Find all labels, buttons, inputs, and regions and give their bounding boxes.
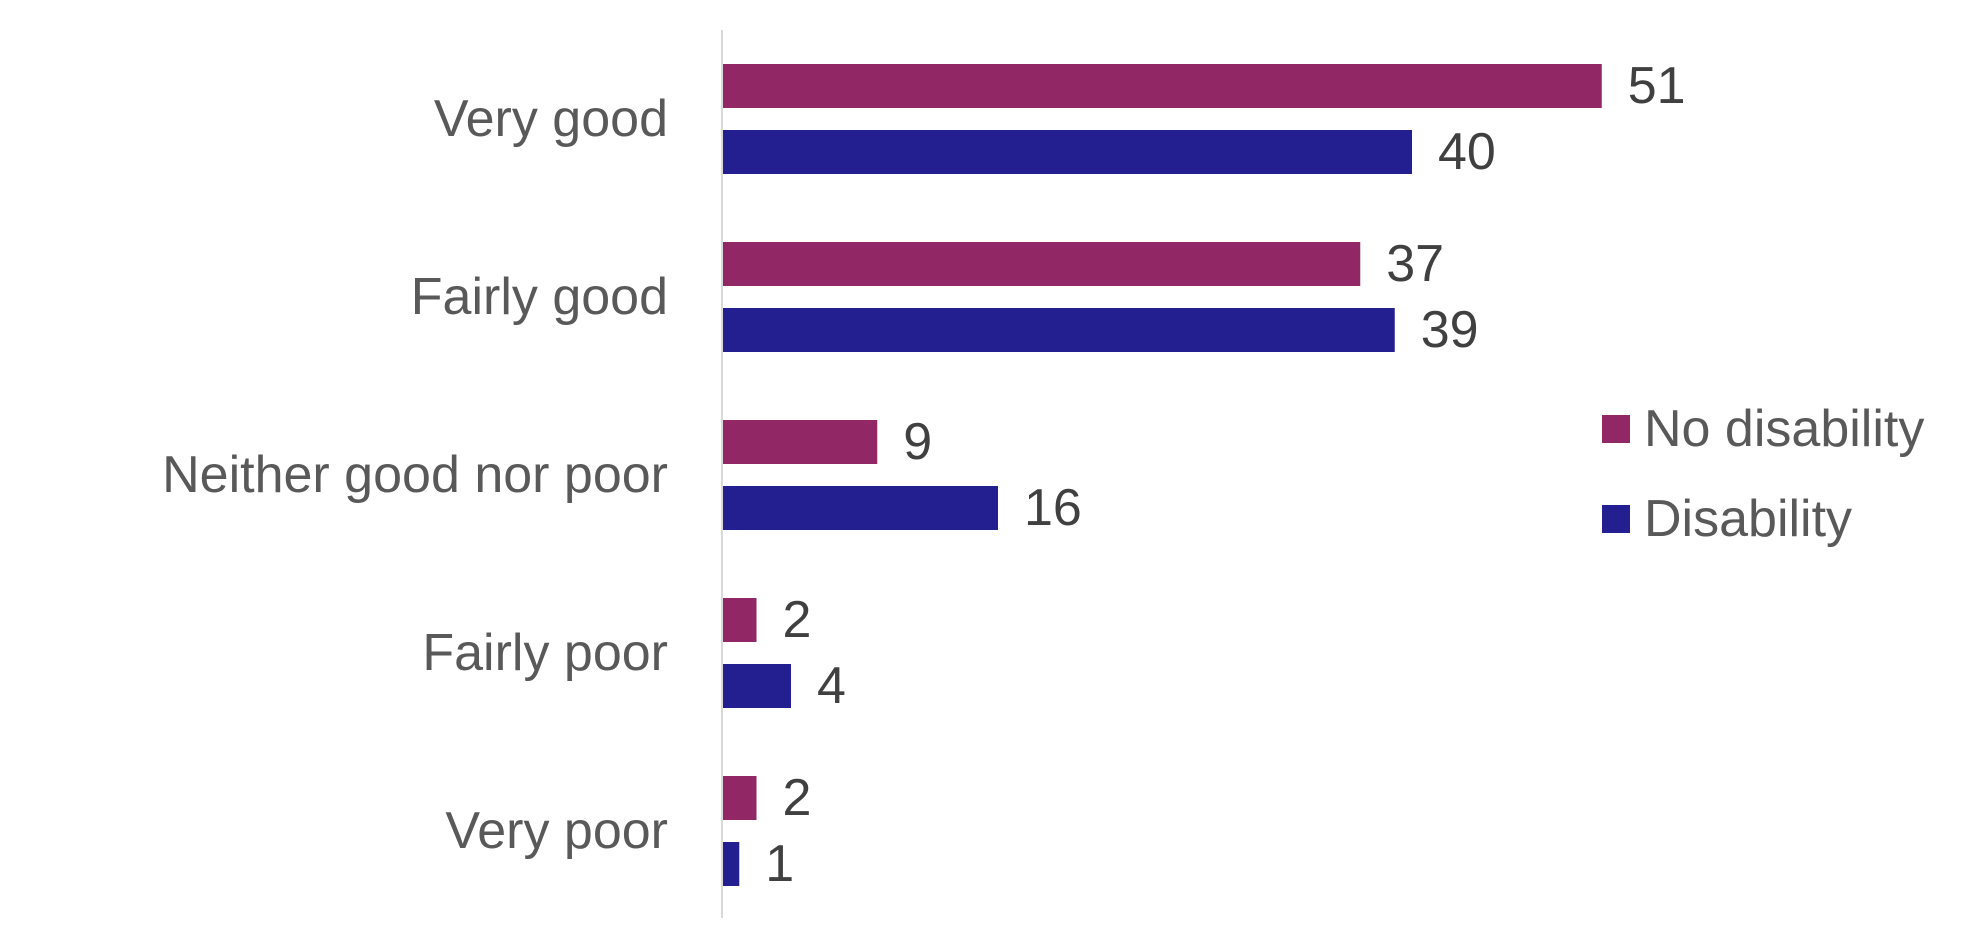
bar-disability-very-good <box>722 130 1412 174</box>
value-label-no-disability-very-poor: 2 <box>783 769 812 827</box>
value-label-disability-very-poor: 1 <box>765 835 794 893</box>
value-label-disability-fairly-poor: 4 <box>817 657 846 715</box>
value-label-disability-very-good: 40 <box>1438 123 1496 181</box>
value-label-no-disability-neither-good-nor-poor: 9 <box>903 413 932 471</box>
bar-no-disability-very-good <box>722 64 1602 108</box>
legend-item-disability: Disability <box>1602 490 1852 548</box>
bar-no-disability-very-poor <box>722 776 757 820</box>
value-labels: 51 40 37 39 9 16 242 1 <box>765 57 1685 893</box>
bar-disability-fairly-good <box>722 308 1395 352</box>
bar-disability-very-poor <box>722 842 740 886</box>
value-label-no-disability-very-good: 51 <box>1628 57 1686 115</box>
category-label-very-poor: Very poor <box>445 802 668 860</box>
category-label-fairly-good: Fairly good <box>411 268 668 326</box>
value-label-disability-neither-good-nor-poor: 16 <box>1024 479 1082 537</box>
bar-no-disability-neither-good-nor-poor <box>722 420 878 464</box>
legend-label-disability: Disability <box>1644 490 1852 548</box>
legend-label-no-disability: No disability <box>1644 400 1924 458</box>
bar-no-disability-fairly-good <box>722 242 1361 286</box>
category-label-very-good: Very good <box>434 90 668 148</box>
category-label-neither-good-nor-poor: Neither good nor poor <box>162 446 668 504</box>
bar-disability-fairly-poor <box>722 664 791 708</box>
bar-no-disability-fairly-poor <box>722 598 757 642</box>
legend-swatch-disability <box>1602 505 1630 533</box>
legend-item-no-disability: No disability <box>1602 400 1924 458</box>
value-label-no-disability-fairly-good: 37 <box>1386 235 1444 293</box>
category-labels: Very good Fairly good Neither good nor poo… <box>162 90 668 860</box>
category-label-fairly-poor: Fairly poor <box>422 624 668 682</box>
bars-layer <box>722 64 1602 886</box>
bar-disability-neither-good-nor-poor <box>722 486 998 530</box>
value-label-no-disability-fairly-poor: 2 <box>783 591 812 649</box>
value-label-disability-fairly-good: 39 <box>1421 301 1479 359</box>
legend-swatch-no-disability <box>1602 415 1630 443</box>
legend: No disability Disability <box>1602 400 1924 548</box>
